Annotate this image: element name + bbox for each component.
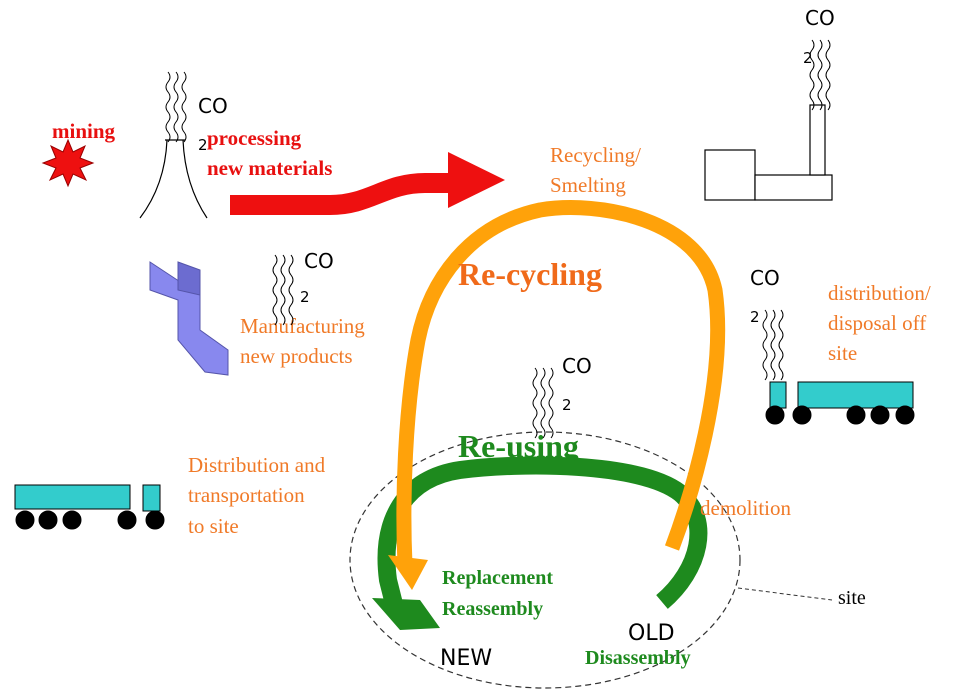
label: Manufacturing	[240, 314, 365, 338]
emission-subscript: 2	[750, 308, 760, 326]
label: OLD	[628, 621, 675, 646]
chimney	[140, 140, 207, 218]
mining-icon	[43, 140, 93, 186]
emission-wave	[771, 310, 775, 380]
label: to site	[188, 514, 239, 538]
emission-wave	[826, 40, 830, 110]
label: site	[828, 341, 857, 365]
factory	[705, 105, 832, 200]
label: new materials	[207, 156, 332, 180]
emission-gas: CO	[562, 354, 592, 378]
emission-gas: CO	[750, 266, 780, 290]
label: distribution/	[828, 281, 931, 305]
site-pointer	[738, 588, 832, 600]
label: Distribution and	[188, 453, 326, 477]
emission-gas: CO	[198, 94, 228, 118]
green-arrowhead	[372, 598, 440, 630]
label: Re-using	[458, 428, 579, 464]
label: processing	[207, 126, 302, 150]
label: new products	[240, 344, 353, 368]
page: mining processing new materials Recyclin…	[0, 0, 971, 693]
label: disposal off	[828, 311, 926, 335]
label: demolition	[700, 496, 791, 520]
label: Disassembly	[585, 647, 691, 669]
diagram: mining processing new materials Recyclin…	[0, 0, 971, 693]
emission-wave	[174, 72, 178, 142]
truck-left	[15, 485, 164, 529]
emission-gas: CO	[304, 249, 334, 273]
emission-gas: CO	[805, 6, 835, 30]
label: transportation	[188, 483, 305, 507]
emission-wave	[779, 310, 783, 380]
red-arrowhead	[448, 152, 505, 208]
label: site	[838, 587, 866, 609]
emission-subscript: 2	[562, 396, 572, 414]
red-arrow	[230, 183, 455, 205]
label: Smelting	[550, 173, 626, 197]
label: mining	[52, 119, 116, 143]
emission-subscript: 2	[300, 288, 310, 306]
emission-wave	[818, 40, 822, 110]
emission-wave	[166, 72, 170, 142]
emission-subscript: 2	[803, 49, 813, 67]
product-icon	[150, 262, 228, 375]
emission-wave	[763, 310, 767, 380]
label: Replacement	[442, 567, 553, 589]
label: Re-cycling	[458, 256, 602, 292]
emission-wave	[182, 72, 186, 142]
label: Reassembly	[442, 598, 543, 620]
truck-right	[766, 382, 914, 424]
label: NEW	[440, 646, 492, 671]
label: Recycling/	[550, 143, 641, 167]
emission-subscript: 2	[198, 136, 208, 154]
